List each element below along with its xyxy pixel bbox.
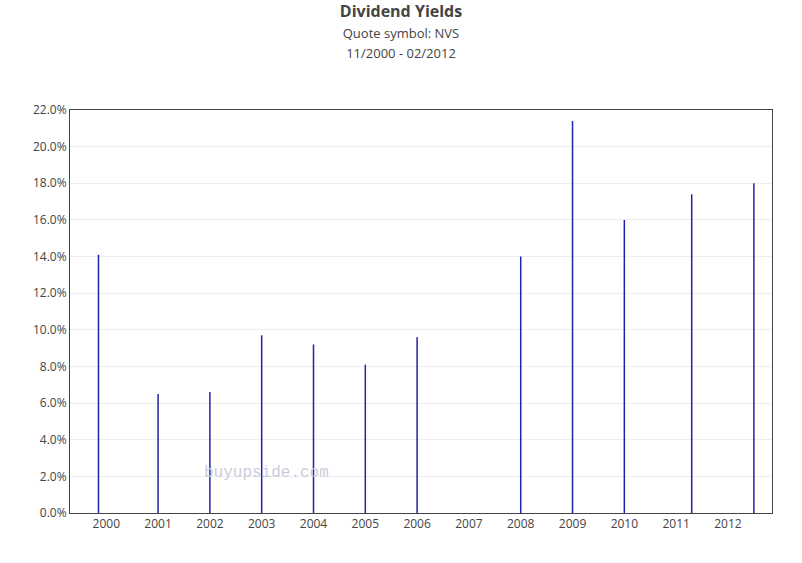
svg-text:2000: 2000 [93,515,121,532]
svg-text:2011: 2011 [662,515,689,532]
svg-text:2003: 2003 [248,515,276,532]
svg-text:2002: 2002 [196,515,224,532]
svg-text:Dividend YieldsQuote symbol: N: Dividend YieldsQuote symbol: NVS11/2000 … [340,0,462,62]
svg-text:16.0%: 16.0% [33,211,67,228]
svg-text:2004: 2004 [300,515,328,532]
svg-text:22.0%: 22.0% [33,101,67,118]
svg-text:4.0%: 4.0% [40,431,67,448]
svg-text:2001: 2001 [144,515,171,532]
svg-text:2005: 2005 [352,515,380,532]
svg-text:2007: 2007 [455,515,483,532]
svg-text:2009: 2009 [559,515,587,532]
svg-text:6.0%: 6.0% [40,394,67,411]
svg-text:12.0%: 12.0% [33,284,67,301]
svg-text:2010: 2010 [611,515,639,532]
svg-text:10.0%: 10.0% [33,321,67,338]
svg-text:8.0%: 8.0% [40,358,67,375]
svg-text:2006: 2006 [403,515,431,532]
svg-text:14.0%: 14.0% [33,248,67,265]
svg-text:buyupside.com: buyupside.com [204,464,329,482]
svg-text:0.0%: 0.0% [40,504,67,521]
svg-text:2.0%: 2.0% [40,468,67,485]
svg-text:2012: 2012 [714,515,742,532]
svg-text:20.0%: 20.0% [33,138,67,155]
svg-text:2008: 2008 [507,515,535,532]
svg-text:18.0%: 18.0% [33,174,67,191]
